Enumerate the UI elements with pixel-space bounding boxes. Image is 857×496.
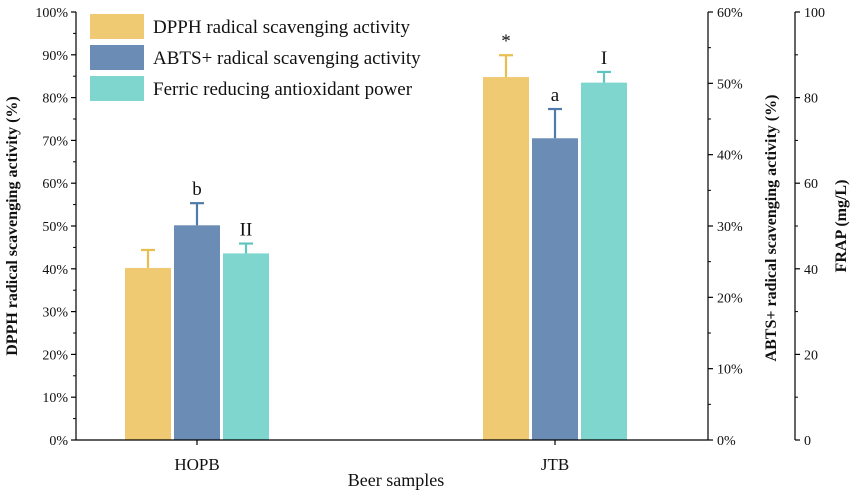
left-tick-label: 0%	[49, 434, 68, 449]
right2-tick-label: 100	[804, 6, 825, 21]
bar-jtb-series-3	[581, 82, 627, 441]
right1-tick-label: 10%	[717, 363, 743, 378]
legend-swatch	[90, 76, 144, 101]
significance-label: a	[551, 85, 560, 106]
right1-tick-label: 30%	[717, 220, 743, 235]
left-tick-label: 60%	[42, 177, 68, 192]
right1-tick-label: 0%	[717, 434, 736, 449]
bar-hopb-series-1	[125, 267, 171, 440]
left-tick-label: 10%	[42, 391, 68, 406]
right2-axis-title: FRAP (mg/L)	[833, 180, 850, 273]
right2-tick-label: 0	[804, 434, 811, 449]
x-tick-label: HOPB	[174, 455, 219, 474]
right2-tick-label: 80	[804, 92, 818, 107]
significance-label: *	[501, 31, 511, 52]
right2-tick-label: 40	[804, 263, 818, 278]
left-tick-label: 70%	[42, 134, 68, 149]
legend-label: DPPH radical scavenging activity	[153, 17, 410, 38]
left-tick-label: 20%	[42, 348, 68, 363]
right1-tick-label: 40%	[717, 149, 743, 164]
right1-axis-title: ABTS+ radical scavenging activity (%)	[763, 95, 780, 362]
legend-swatch	[90, 14, 144, 39]
significance-label: II	[240, 220, 253, 241]
legend-label: ABTS+ radical scavenging activity	[153, 48, 421, 69]
bar-jtb-series-2	[532, 138, 578, 440]
legend-swatch	[90, 45, 144, 70]
bar-jtb-series-1	[483, 77, 529, 440]
legend: DPPH radical scavenging activity ABTS+ ra…	[90, 14, 421, 101]
bar-hopb-series-2	[174, 225, 220, 440]
left-tick-label: 80%	[42, 92, 68, 107]
right1-tick-label: 60%	[717, 6, 743, 21]
left-tick-label: 30%	[42, 306, 68, 321]
left-tick-label: 90%	[42, 49, 68, 64]
x-axis-title: Beer samples	[348, 470, 444, 490]
left-tick-label: 50%	[42, 220, 68, 235]
right2-tick-label: 60	[804, 177, 818, 192]
left-tick-label: 100%	[35, 6, 68, 21]
significance-label: I	[601, 48, 607, 69]
axes-layer: 0% 10% 20% 30% 40% 50% 60% 70% 80% 90% 100% DPPH ra…	[4, 6, 850, 474]
right2-tick-label: 20	[804, 348, 818, 363]
left-axis-title: DPPH radical scavenging activity (%)	[4, 96, 21, 356]
bar-hopb-series-3	[223, 253, 269, 440]
right1-tick-label: 20%	[717, 291, 743, 306]
x-tick-label: JTB	[541, 455, 569, 474]
left-tick-label: 40%	[42, 263, 68, 278]
significance-label: b	[192, 179, 202, 200]
right1-tick-label: 50%	[717, 77, 743, 92]
legend-label: Ferric reducing antioxidant power	[153, 79, 413, 100]
